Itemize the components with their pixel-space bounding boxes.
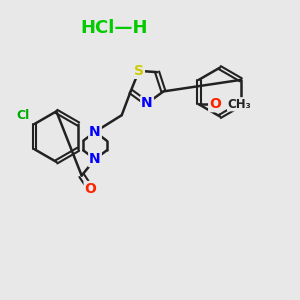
Text: O: O	[85, 182, 97, 196]
Text: N: N	[89, 125, 101, 139]
Text: Cl: Cl	[16, 109, 30, 122]
Text: HCl—H: HCl—H	[81, 19, 148, 37]
Text: N: N	[141, 96, 153, 110]
Text: S: S	[134, 64, 144, 78]
Text: CH₃: CH₃	[228, 98, 251, 111]
Text: N: N	[89, 152, 101, 166]
Text: O: O	[209, 97, 221, 111]
